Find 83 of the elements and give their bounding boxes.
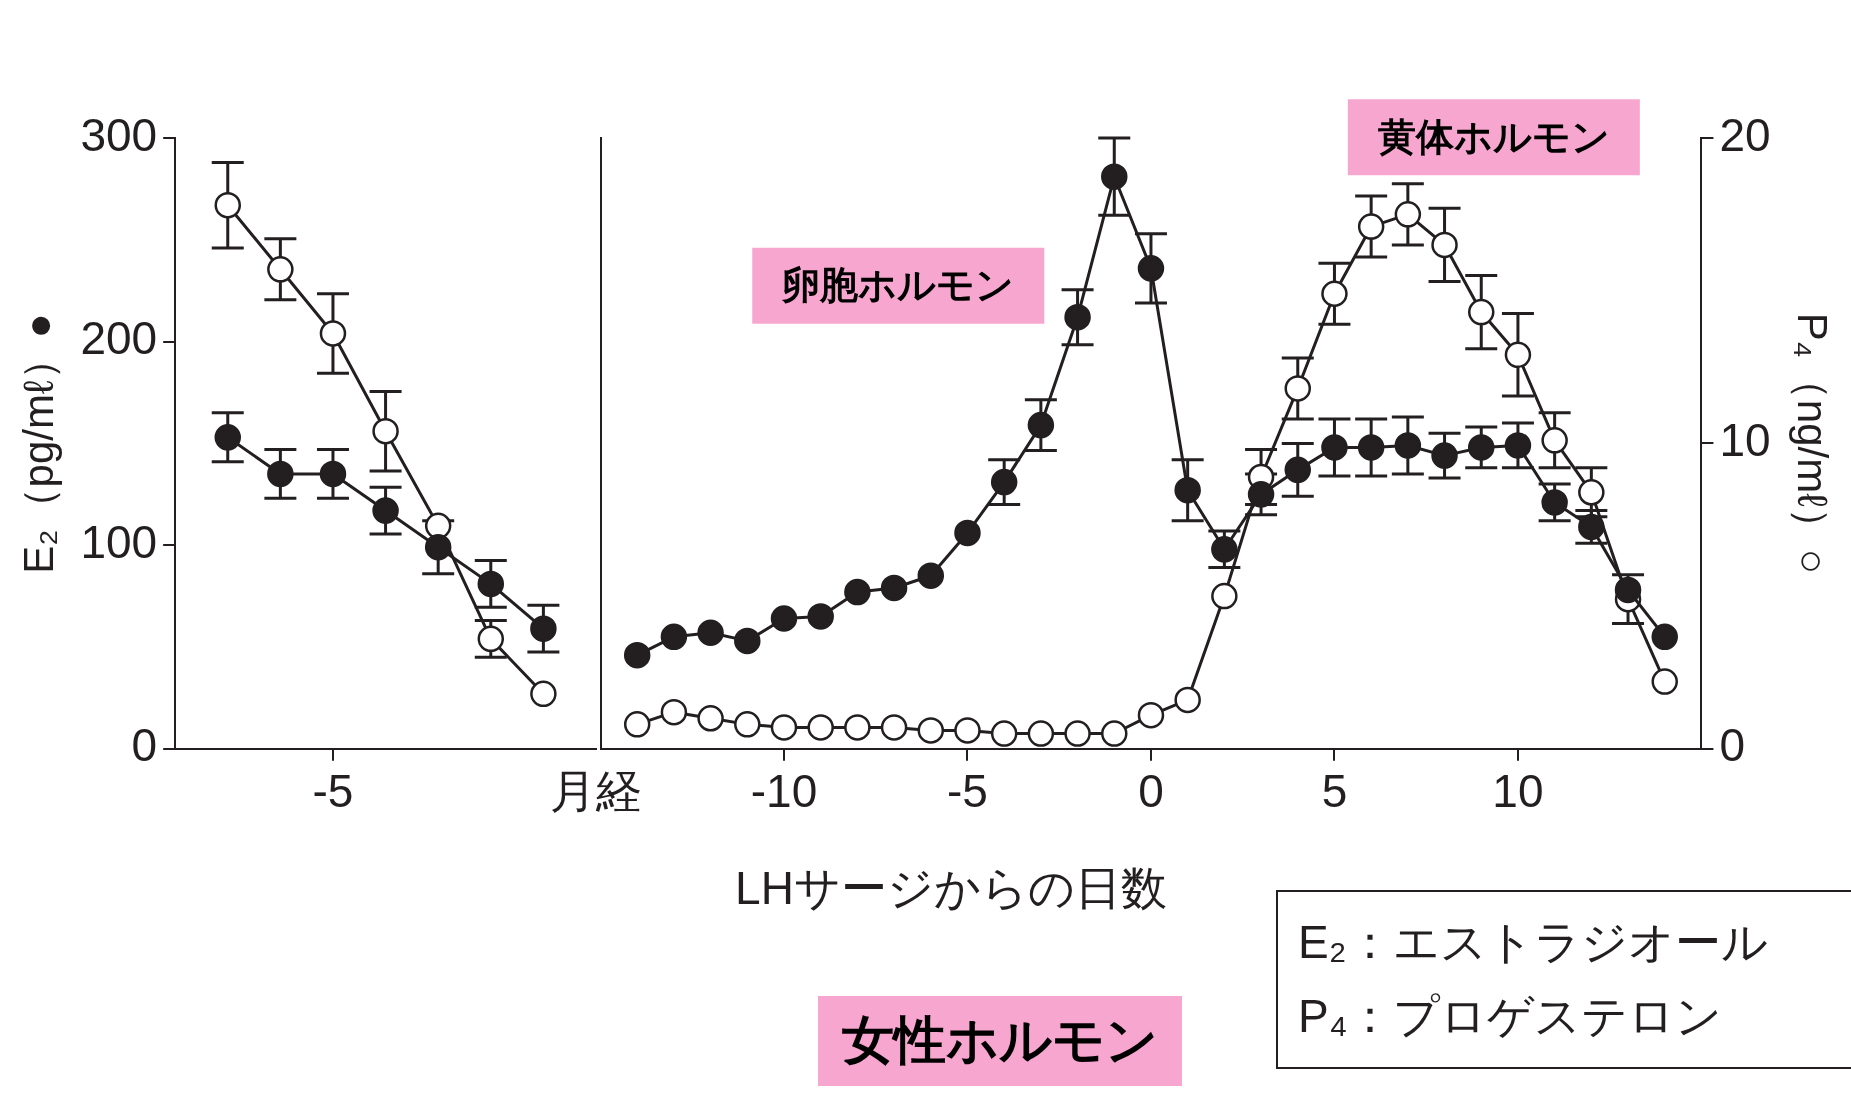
point — [660, 698, 688, 726]
point — [1321, 434, 1348, 461]
x-tick-label: 5 — [1321, 765, 1348, 818]
point — [1027, 720, 1055, 747]
point — [267, 256, 294, 283]
point — [372, 417, 399, 445]
point — [214, 191, 242, 219]
y2-axis-title: P₄（ng/mℓ）○ — [1789, 312, 1837, 575]
point — [697, 619, 724, 646]
point — [1137, 255, 1165, 282]
point — [734, 627, 761, 655]
point — [1027, 411, 1055, 439]
point — [807, 603, 834, 630]
point — [1284, 375, 1312, 402]
point — [1284, 456, 1312, 484]
point — [319, 320, 347, 347]
point — [1468, 434, 1495, 461]
y-axis-title: E₂（pg/mℓ）● — [14, 313, 62, 574]
point — [1357, 434, 1385, 461]
point — [1064, 720, 1091, 747]
point — [917, 562, 945, 589]
text: 女性ホルモン — [818, 996, 1182, 1086]
x-axis-title: LHサージからの日数 — [735, 862, 1167, 914]
x-tick-label: -5 — [312, 765, 354, 818]
x-tick-label: 月経 — [550, 765, 642, 818]
point — [623, 641, 651, 669]
series-label: 卵胞ホルモン — [781, 264, 1015, 307]
point — [1394, 201, 1422, 228]
point — [807, 714, 834, 741]
y-tick-label: 200 — [80, 312, 158, 365]
point — [1468, 298, 1495, 326]
point — [1541, 489, 1568, 516]
y2-tick-label: 10 — [1719, 414, 1771, 467]
point — [880, 714, 908, 741]
point — [844, 714, 871, 741]
x-tick-label: -5 — [947, 765, 988, 818]
point — [1137, 701, 1165, 729]
point — [1211, 536, 1238, 563]
point — [1247, 481, 1275, 508]
point — [917, 717, 945, 744]
point — [1431, 231, 1458, 259]
point — [770, 605, 798, 632]
point — [1614, 576, 1642, 604]
y2-tick-label: 0 — [1719, 719, 1746, 772]
point — [954, 519, 981, 547]
x-tick-label: 0 — [1138, 765, 1164, 818]
y2-tick-label: 20 — [1719, 108, 1771, 161]
point — [1651, 668, 1678, 695]
point — [1211, 582, 1238, 610]
y-tick-label: 100 — [80, 515, 158, 568]
point — [990, 468, 1018, 496]
point — [530, 680, 557, 708]
point — [734, 711, 761, 738]
point — [1394, 432, 1422, 459]
point — [1174, 476, 1201, 504]
text: P₄：プロゲステロン — [1298, 988, 1724, 1044]
point — [1064, 303, 1091, 331]
point — [1357, 213, 1385, 240]
point — [660, 623, 688, 651]
point — [1504, 341, 1532, 369]
point — [770, 714, 798, 741]
point — [954, 717, 981, 744]
point — [623, 711, 651, 738]
series-label: 黄体ホルモン — [1377, 115, 1610, 158]
point — [1541, 427, 1568, 454]
point — [477, 625, 505, 653]
text: E₂：エストラジオール — [1298, 915, 1769, 970]
point — [1101, 720, 1128, 747]
point — [697, 705, 724, 732]
point — [844, 578, 871, 606]
x-tick-label: 10 — [1492, 765, 1544, 818]
point — [880, 574, 908, 602]
point — [1504, 432, 1532, 459]
y-tick-label: 300 — [80, 108, 158, 161]
point — [990, 720, 1018, 747]
x-tick-label: -10 — [750, 765, 818, 818]
point — [1651, 623, 1678, 651]
point — [1431, 442, 1458, 469]
point — [1578, 479, 1605, 506]
point — [1101, 163, 1128, 190]
point — [1321, 280, 1348, 307]
y-tick-label: 0 — [131, 719, 158, 772]
point — [1174, 686, 1201, 714]
